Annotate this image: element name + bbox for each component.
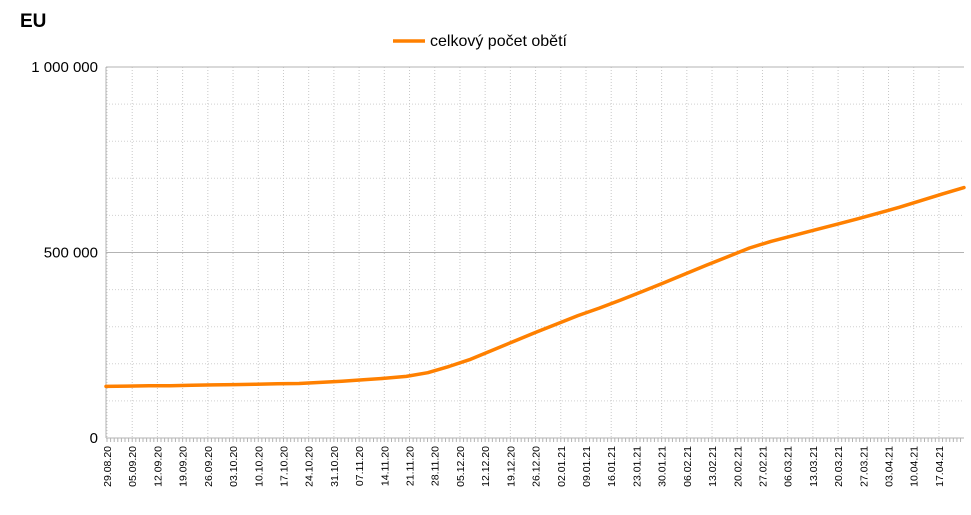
x-tick-label: 30.01.21 (657, 446, 669, 487)
x-tick-label: 27.02.21 (757, 446, 769, 487)
y-tick-label: 500 000 (44, 245, 98, 262)
x-tick-label: 13.03.21 (808, 446, 820, 487)
x-tick-label: 20.03.21 (833, 446, 845, 487)
x-tick-label: 20.02.21 (732, 446, 744, 487)
x-tick-label: 19.12.20 (505, 446, 517, 487)
x-tick-label: 02.01.21 (556, 446, 568, 487)
legend-label: celkový počet obětí (430, 33, 568, 50)
x-tick-label: 29.08.20 (102, 446, 114, 487)
x-tick-label: 09.01.21 (581, 446, 593, 487)
x-tick-label: 03.10.20 (228, 446, 240, 487)
x-tick-label: 31.10.20 (329, 446, 341, 487)
x-tick-label: 19.09.20 (178, 446, 190, 487)
x-tick-label: 26.09.20 (203, 446, 215, 487)
horizontal-gridlines (106, 66, 964, 439)
y-tick-label: 0 (90, 430, 98, 447)
legend: celkový počet obětí (393, 33, 568, 50)
x-tick-label: 17.04.21 (934, 446, 946, 487)
series-line (104, 185, 966, 389)
x-tick-label: 21.11.20 (405, 446, 417, 486)
x-tick-label: 16.01.21 (606, 446, 618, 487)
x-tick-label: 23.01.21 (631, 446, 643, 487)
x-tick-labels: 29.08.20 05.09.20 12.09.20 19.09.20 26.09.20… (102, 446, 946, 487)
x-tick-label: 06.02.21 (682, 446, 694, 487)
x-tick-label: 05.12.20 (455, 446, 467, 487)
x-tick-label: 14.11.20 (379, 446, 391, 486)
x-tick-label: 07.11.20 (354, 446, 366, 486)
x-tick-label: 13.02.21 (707, 446, 719, 487)
axes (105, 67, 964, 442)
x-tick-label: 10.04.21 (909, 446, 921, 487)
x-tick-label: 12.09.20 (152, 446, 164, 487)
x-tick-label: 27.03.21 (858, 446, 870, 487)
x-tick-label: 26.12.20 (531, 446, 543, 487)
x-tick-label: 10.10.20 (253, 446, 265, 487)
x-tick-label: 12.12.20 (480, 446, 492, 487)
x-tick-label: 24.10.20 (304, 446, 316, 487)
x-tick-label: 17.10.20 (278, 446, 290, 487)
x-tick-label: 03.04.21 (884, 446, 896, 487)
x-tick-label: 05.09.20 (127, 446, 139, 487)
chart-title: EU (20, 11, 46, 32)
x-tick-label: 06.03.21 (783, 446, 795, 487)
y-tick-label: 1 000 000 (31, 59, 98, 76)
y-tick-labels: 0 500 000 1 000 000 (31, 59, 98, 447)
x-tick-label: 28.11.20 (430, 446, 442, 486)
